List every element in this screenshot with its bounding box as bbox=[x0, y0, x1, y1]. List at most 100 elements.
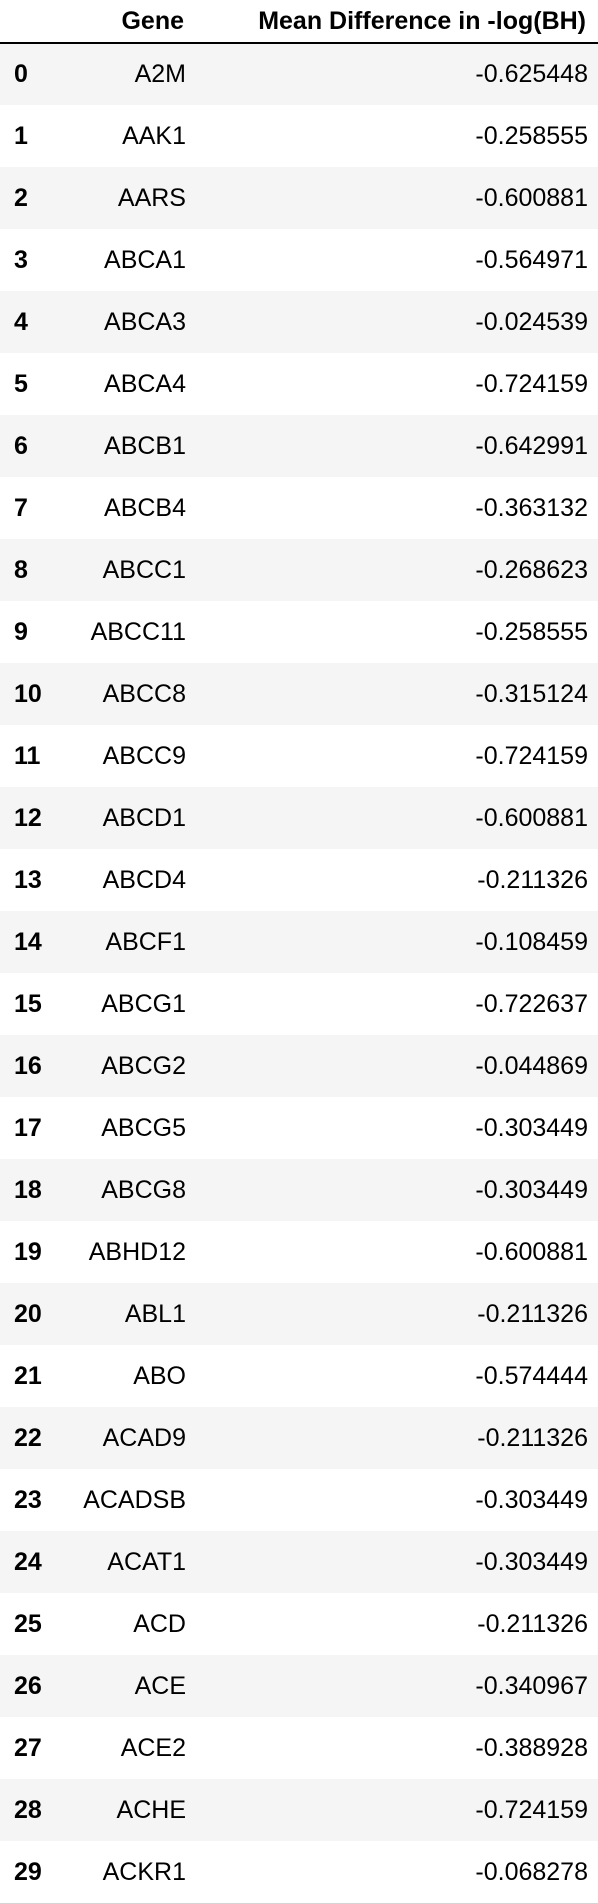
table-row: 10 ABCC8 -0.315124 bbox=[0, 663, 598, 725]
row-index: 4 bbox=[14, 307, 28, 336]
table-row: 24 ACAT1 -0.303449 bbox=[0, 1531, 598, 1593]
row-index: 5 bbox=[14, 369, 28, 398]
row-index: 16 bbox=[14, 1051, 42, 1080]
mean-difference-cell: -0.564971 bbox=[475, 245, 588, 274]
table-row: 28 ACHE -0.724159 bbox=[0, 1779, 598, 1841]
gene-cell: ABCC9 bbox=[102, 741, 186, 770]
mean-difference-cell: -0.722637 bbox=[475, 989, 588, 1018]
table-body: 0 A2M -0.625448 1 AAK1 -0.258555 2 AARS -0.60088… bbox=[0, 43, 598, 1903]
gene-cell: ACADSB bbox=[83, 1485, 186, 1514]
table-row: 11 ABCC9 -0.724159 bbox=[0, 725, 598, 787]
gene-cell: ABCF1 bbox=[105, 927, 186, 956]
mean-difference-cell: -0.600881 bbox=[475, 803, 588, 832]
gene-cell: ABCG2 bbox=[101, 1051, 186, 1080]
row-index: 17 bbox=[14, 1113, 42, 1142]
mean-difference-cell: -0.600881 bbox=[475, 183, 588, 212]
table-row: 27 ACE2 -0.388928 bbox=[0, 1717, 598, 1779]
row-index: 28 bbox=[14, 1795, 42, 1824]
table-row: 16 ABCG2 -0.044869 bbox=[0, 1035, 598, 1097]
index-header bbox=[0, 0, 66, 44]
gene-cell: ACE bbox=[134, 1671, 186, 1700]
mean-difference-cell: -0.024539 bbox=[475, 307, 588, 336]
gene-cell: ABCG5 bbox=[101, 1113, 186, 1142]
mean-difference-cell: -0.211326 bbox=[477, 1299, 588, 1328]
mean-difference-cell: -0.642991 bbox=[475, 431, 588, 460]
row-index: 20 bbox=[14, 1299, 42, 1328]
table-row: 29 ACKR1 -0.068278 bbox=[0, 1841, 598, 1903]
row-index: 8 bbox=[14, 555, 28, 584]
row-index: 13 bbox=[14, 865, 42, 894]
table-row: 18 ABCG8 -0.303449 bbox=[0, 1159, 598, 1221]
mean-difference-cell: -0.303449 bbox=[475, 1175, 588, 1204]
gene-cell: ABCD4 bbox=[102, 865, 186, 894]
table-row: 2 AARS -0.600881 bbox=[0, 167, 598, 229]
mean-difference-cell: -0.303449 bbox=[475, 1547, 588, 1576]
row-index: 14 bbox=[14, 927, 42, 956]
row-index: 22 bbox=[14, 1423, 42, 1452]
gene-cell: ACAD9 bbox=[102, 1423, 186, 1452]
table-row: 15 ABCG1 -0.722637 bbox=[0, 973, 598, 1035]
table-row: 12 ABCD1 -0.600881 bbox=[0, 787, 598, 849]
mean-difference-cell: -0.303449 bbox=[475, 1485, 588, 1514]
row-index: 9 bbox=[14, 617, 28, 646]
table-row: 9 ABCC11 -0.258555 bbox=[0, 601, 598, 663]
gene-cell: ABCA4 bbox=[104, 369, 186, 398]
row-index: 11 bbox=[14, 741, 41, 770]
mean-difference-cell: -0.303449 bbox=[475, 1113, 588, 1142]
gene-cell: ABCB4 bbox=[104, 493, 186, 522]
table-row: 8 ABCC1 -0.268623 bbox=[0, 539, 598, 601]
gene-column-header: Gene bbox=[66, 0, 196, 44]
gene-cell: ACKR1 bbox=[102, 1857, 186, 1886]
gene-cell: AARS bbox=[117, 183, 186, 212]
mean-difference-cell: -0.724159 bbox=[475, 741, 588, 770]
row-index: 6 bbox=[14, 431, 28, 460]
gene-cell: ABCC1 bbox=[102, 555, 186, 584]
header-row: Gene Mean Difference in -log(BH) bbox=[0, 0, 598, 44]
mean-difference-cell: -0.068278 bbox=[475, 1857, 588, 1886]
table-row: 22 ACAD9 -0.211326 bbox=[0, 1407, 598, 1469]
mean-difference-cell: -0.340967 bbox=[475, 1671, 588, 1700]
gene-cell: ABCC8 bbox=[102, 679, 186, 708]
table-row: 21 ABO -0.574444 bbox=[0, 1345, 598, 1407]
row-index: 15 bbox=[14, 989, 42, 1018]
table-row: 7 ABCB4 -0.363132 bbox=[0, 477, 598, 539]
table-row: 14 ABCF1 -0.108459 bbox=[0, 911, 598, 973]
row-index: 29 bbox=[14, 1857, 42, 1886]
gene-cell: ACHE bbox=[116, 1795, 186, 1824]
mean-difference-cell: -0.211326 bbox=[477, 1423, 588, 1452]
mean-difference-cell: -0.625448 bbox=[475, 60, 588, 88]
row-index: 10 bbox=[14, 679, 42, 708]
gene-cell: A2M bbox=[134, 60, 186, 88]
mean-difference-cell: -0.363132 bbox=[475, 493, 588, 522]
mean-difference-cell: -0.724159 bbox=[475, 369, 588, 398]
gene-cell: ABCB1 bbox=[104, 431, 186, 460]
gene-cell: ABO bbox=[133, 1361, 186, 1390]
row-index: 19 bbox=[14, 1237, 42, 1266]
table-row: 19 ABHD12 -0.600881 bbox=[0, 1221, 598, 1283]
row-index: 18 bbox=[14, 1175, 42, 1204]
gene-cell: ABCC11 bbox=[90, 617, 186, 646]
gene-cell: AAK1 bbox=[122, 121, 186, 150]
table-row: 5 ABCA4 -0.724159 bbox=[0, 353, 598, 415]
row-index: 7 bbox=[14, 493, 28, 522]
gene-cell: ABCA3 bbox=[104, 307, 186, 336]
table-row: 13 ABCD4 -0.211326 bbox=[0, 849, 598, 911]
mean-difference-cell: -0.574444 bbox=[475, 1361, 588, 1390]
gene-cell: ACAT1 bbox=[107, 1547, 186, 1576]
gene-cell: ACD bbox=[133, 1609, 186, 1638]
mean-difference-cell: -0.268623 bbox=[475, 555, 588, 584]
gene-cell: ABL1 bbox=[124, 1299, 186, 1328]
table-row: 20 ABL1 -0.211326 bbox=[0, 1283, 598, 1345]
row-index: 23 bbox=[14, 1485, 42, 1514]
gene-cell: ACE2 bbox=[120, 1733, 186, 1762]
gene-cell: ABCG8 bbox=[101, 1175, 186, 1204]
mean-difference-cell: -0.258555 bbox=[475, 121, 588, 150]
gene-cell: ABHD12 bbox=[88, 1237, 186, 1266]
gene-cell: ABCA1 bbox=[104, 245, 186, 274]
mean-difference-column-header: Mean Difference in -log(BH) bbox=[196, 0, 598, 44]
row-index: 24 bbox=[14, 1547, 42, 1576]
row-index: 3 bbox=[14, 245, 28, 274]
mean-difference-cell: -0.211326 bbox=[477, 865, 588, 894]
table-row: 1 AAK1 -0.258555 bbox=[0, 105, 598, 167]
